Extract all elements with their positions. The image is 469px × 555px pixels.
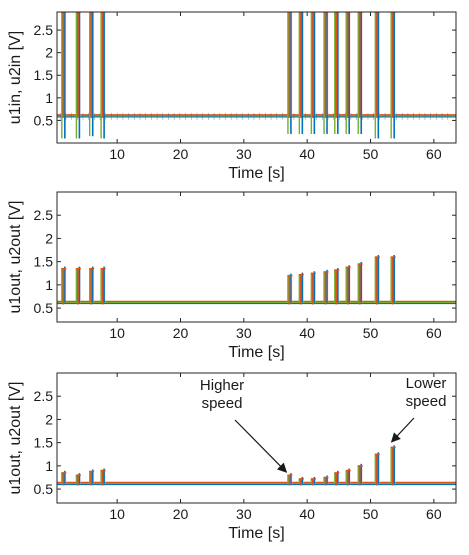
x-tick-label: 10 [109,325,125,341]
annotation-text: Higher [200,377,244,394]
x-tick-label: 40 [299,146,315,162]
spike-7 [310,12,316,134]
spike-6 [298,476,304,486]
spike-12 [374,12,380,139]
y-tick-label: 0.5 [34,112,54,128]
spike-13 [390,255,396,305]
annotation-text: speed [406,393,447,410]
spike-1 [61,470,67,486]
y-tick-label: 0.5 [34,481,54,497]
x-tick-label: 20 [173,146,189,162]
spike-9 [334,268,340,305]
spike-5 [287,12,293,134]
x-axis-label: Time [s] [228,525,284,542]
x-tick-label: 60 [426,506,442,522]
chart-panel-3: 10 20 30 40 50 60 0.5 1 1.5 2 2.5 Time [s] u1out, u2… [7,372,457,542]
x-tick-label: 60 [426,146,442,162]
y-tick-label: 1 [45,458,53,474]
spike-10 [345,265,351,305]
x-tick-label: 20 [173,506,189,522]
axes-frame [56,372,457,504]
chart-panel-2: 10 20 30 40 50 60 0.5 1 1.5 2 2.5 Time [s] u1out, u2… [7,191,457,361]
plot-area [57,445,456,486]
y-tick-label: 1.5 [34,254,54,270]
spike-11 [357,261,363,305]
y-tick-label: 1.5 [34,435,54,451]
spike-11 [357,463,363,486]
y-tick-label: 1 [45,277,53,293]
plot-area [57,12,456,139]
annotation-text: Lower [406,375,447,392]
y-tick-label: 2.5 [34,207,54,223]
y-tick-label: 2 [45,230,53,246]
spike-12 [374,452,380,486]
spike-1 [61,12,67,139]
x-axis-label: Time [s] [228,344,284,361]
spike-13 [390,12,396,139]
x-axis-label: Time [s] [228,165,284,182]
x-tick-label: 20 [173,325,189,341]
y-tick-label: 2.5 [34,22,54,38]
x-tick-label: 50 [363,325,379,341]
spike-8 [323,12,329,134]
annotation-text: speed [202,395,243,412]
annotation-arrow [234,419,288,473]
x-tick-label: 60 [426,325,442,341]
spike-4 [100,12,106,139]
spike-10 [345,468,351,486]
x-tick-label: 30 [236,146,252,162]
spike-3 [88,12,95,137]
spike-8 [323,475,329,486]
y-tick-label: 2 [45,411,53,427]
spike-7 [310,271,316,305]
spike-13 [390,445,396,486]
spike-2 [75,473,81,486]
spike-1 [61,266,67,305]
spike-6 [298,272,304,305]
spike-4 [100,266,106,305]
spike-2 [75,266,81,305]
y-axis-label: u1out, u2out [V] [7,382,24,495]
y-tick-label: 1.5 [34,67,54,83]
x-tick-label: 10 [109,506,125,522]
spike-5 [287,473,293,486]
y-axis-label: u1out, u2out [V] [7,201,24,314]
x-tick-label: 30 [236,325,252,341]
spike-10 [345,12,351,134]
spike-3 [88,469,95,486]
x-tick-label: 50 [363,146,379,162]
axes-frame [56,11,457,144]
annotation-arrow [390,417,415,443]
x-tick-label: 50 [363,506,379,522]
spike-12 [374,255,380,305]
spike-9 [334,12,340,134]
plot-area [57,255,456,305]
spike-4 [100,468,106,486]
x-tick-label: 40 [299,506,315,522]
y-tick-label: 1 [45,90,53,106]
spike-6 [298,12,304,134]
spike-3 [88,266,95,305]
y-tick-label: 0.5 [34,300,54,316]
spike-8 [323,269,329,305]
spike-9 [334,470,340,486]
spike-5 [287,273,293,305]
y-tick-label: 2.5 [34,388,54,404]
chart-panel-1: 10 20 30 40 50 60 0.5 1 1.5 2 2.5 Time [s] u1in, u2i… [7,11,457,182]
x-tick-label: 30 [236,506,252,522]
spike-7 [310,476,316,486]
spike-11 [357,12,363,134]
y-axis-label: u1in, u2in [V] [7,31,24,124]
x-tick-label: 10 [109,146,125,162]
x-tick-label: 40 [299,325,315,341]
spike-2 [75,12,81,139]
axes-frame [56,191,457,323]
y-tick-label: 2 [45,45,53,61]
